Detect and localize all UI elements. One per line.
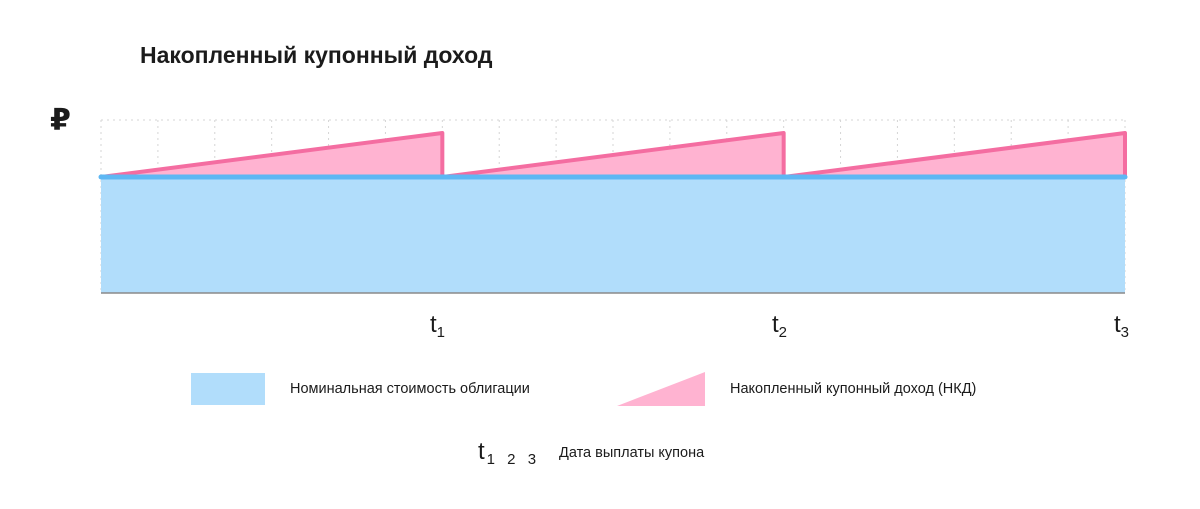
nominal-area [101, 177, 1125, 293]
legend-label-nkd: Накопленный купонный доход (НКД) [730, 381, 977, 397]
legend-swatch-nominal [191, 373, 265, 405]
chart-title: Накопленный купонный доход [140, 42, 493, 68]
x-tick-t3: t3 [1114, 311, 1130, 341]
nkd-sawtooth-line [100, 131, 445, 179]
legend-swatch-nkd [617, 372, 705, 406]
x-tick-t2: t2 [772, 311, 788, 341]
nkd-sawtooth-line [442, 131, 786, 179]
coupon-date-note: Дата выплаты купона [559, 445, 705, 461]
x-tick-t1: t1 [430, 311, 446, 341]
currency-axis-label: ₽ [50, 104, 71, 137]
nkd-sawtooth-line [783, 131, 1127, 179]
nkd-series [100, 131, 1127, 179]
legend-label-nominal: Номинальная стоимость облигации [290, 381, 530, 397]
